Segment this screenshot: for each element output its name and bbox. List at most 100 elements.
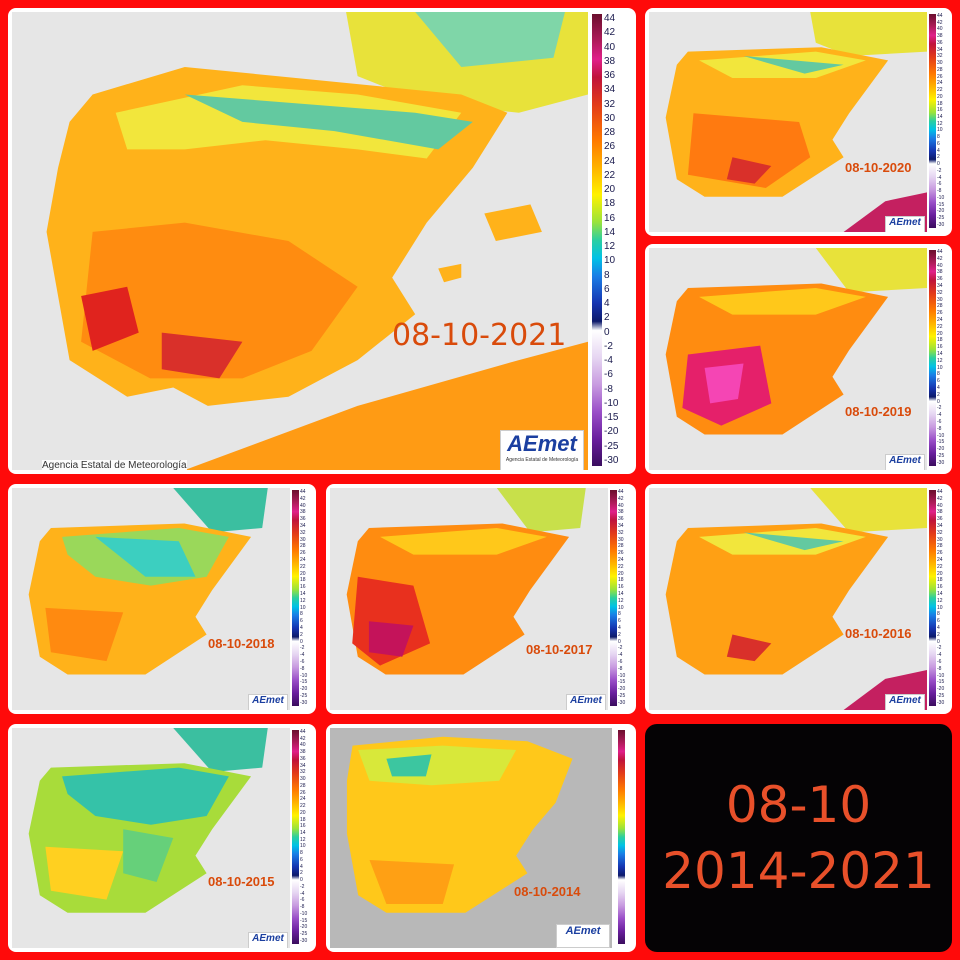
color-scale-bar [292, 730, 299, 944]
scale-label: 42 [937, 19, 943, 26]
scale-label: -30 [604, 454, 619, 466]
scale-label: 6 [604, 283, 610, 295]
scale-label: 2 [937, 391, 940, 398]
scale-label: 36 [300, 516, 306, 523]
aemet-logo: AEmet [885, 454, 925, 470]
scale-label: -6 [618, 658, 623, 665]
scale-label: 24 [618, 556, 624, 563]
temperature-scale: 44 42 40 38 36 34 32 30 28 26 24 22 20 18 16 14 12 10 8 6 4 2… [929, 250, 951, 466]
scale-label: 16 [937, 107, 943, 114]
scale-label: 44 [604, 13, 616, 24]
scale-label: -25 [937, 452, 945, 459]
temperature-map: 08-10-2020 AEmet [649, 12, 927, 232]
scale-label: 14 [937, 590, 943, 597]
scale-label: 40 [604, 41, 616, 53]
scale-label: 38 [300, 749, 306, 756]
scale-label: 28 [937, 543, 943, 550]
temperature-scale: 44 42 40 38 36 34 32 30 28 26 24 22 20 18 16 14 12 10 8 6 4 2… [292, 490, 314, 706]
scale-label: 30 [618, 536, 624, 543]
scale-label: 20 [618, 570, 624, 577]
scale-label: 8 [300, 850, 303, 857]
scale-label: 6 [300, 856, 303, 863]
scale-label: 8 [937, 134, 940, 141]
scale-label: 14 [937, 114, 943, 121]
scale-label: 0 [937, 161, 940, 168]
scale-label: -8 [300, 665, 305, 672]
scale-label: 32 [618, 529, 624, 536]
scale-label: 22 [937, 563, 943, 570]
scale-label: 14 [618, 590, 624, 597]
scale-label: -30 [300, 937, 308, 944]
scale-label: 28 [618, 543, 624, 550]
scale-label: 12 [937, 597, 943, 604]
scale-label: 18 [937, 337, 943, 344]
scale-label: 20 [300, 809, 306, 816]
scale-label: -10 [300, 910, 308, 917]
scale-label: 44 [300, 729, 306, 735]
scale-label: 12 [937, 120, 943, 127]
scale-label: 0 [937, 398, 940, 405]
scale-label: 12 [300, 597, 306, 604]
scale-label: -2 [604, 340, 613, 352]
scale-label: 38 [937, 269, 943, 276]
scale-label: 8 [604, 269, 610, 281]
scale-label: 30 [937, 60, 943, 67]
scale-label: 12 [300, 836, 306, 843]
aemet-logo: AEmet Agencia Estatal de Meteorología [500, 430, 584, 470]
scale-label: 10 [937, 127, 943, 134]
scale-label: 26 [618, 550, 624, 557]
iberia-map-graphic [28, 728, 268, 913]
scale-label: 34 [300, 522, 306, 529]
scale-label: 12 [604, 241, 616, 252]
scale-label: 0 [937, 638, 940, 645]
scale-label: 32 [937, 529, 943, 536]
scale-label: 24 [937, 80, 943, 87]
scale-label: 16 [618, 584, 624, 591]
scale-label: -25 [618, 692, 626, 699]
scale-label: 10 [604, 255, 616, 267]
scale-label: -2 [937, 405, 942, 412]
scale-labels: 44 42 40 38 36 34 32 30 28 26 24 22 20 18 16 14 12 10 8 6 4 2… [300, 730, 307, 944]
color-scale-bar [929, 250, 936, 466]
map-panel-2016: 08-10-2016 AEmet 44 42 40 38 36 34 32 30 28 26 24 2… [645, 484, 952, 714]
summary-panel: 08-10 2014-2021 [645, 724, 952, 952]
scale-label: 4 [937, 624, 940, 631]
map-panel-2017: 08-10-2017 AEmet 44 42 40 38 36 34 32 30 28 26 24 2… [326, 484, 636, 714]
scale-label: 44 [937, 249, 943, 255]
scale-label: 2 [604, 312, 610, 324]
scale-label: 8 [937, 371, 940, 378]
scale-label: 6 [618, 618, 621, 625]
scale-label: 24 [300, 556, 306, 563]
scale-label: 18 [604, 198, 616, 210]
scale-label: 8 [618, 611, 621, 618]
aemet-logo: AEmet [248, 694, 288, 710]
iberia-map-graphic [665, 12, 927, 232]
scale-label: 38 [618, 509, 624, 516]
scale-label: 24 [937, 556, 943, 563]
color-scale-bar [929, 14, 936, 228]
scale-label: 18 [937, 100, 943, 107]
scale-labels: 44 42 40 38 36 34 32 30 28 26 24 22 20 18 16 14 12 10 8 6 4 2… [604, 14, 618, 466]
scale-label: 40 [937, 502, 943, 509]
scale-label: -25 [937, 215, 945, 222]
scale-label: -20 [937, 686, 945, 693]
scale-label: -25 [300, 931, 308, 938]
scale-label: 34 [937, 282, 943, 289]
scale-label: 34 [937, 46, 943, 53]
scale-label: -4 [618, 652, 623, 659]
scale-label: -4 [300, 652, 305, 659]
temperature-scale [618, 730, 632, 944]
scale-label: 10 [618, 604, 624, 611]
scale-label: -6 [937, 658, 942, 665]
scale-label: 2 [300, 870, 303, 877]
scale-label: 20 [937, 93, 943, 100]
scale-label: 44 [937, 489, 943, 495]
scale-label: 20 [604, 184, 616, 195]
scale-label: -2 [300, 883, 305, 890]
iberia-map-graphic [46, 12, 588, 470]
scale-label: -2 [618, 645, 623, 652]
scale-label: 30 [604, 112, 616, 124]
temperature-scale: 44 42 40 38 36 34 32 30 28 26 24 22 20 18 16 14 12 10 8 6 4 2… [610, 490, 632, 706]
scale-label: 38 [300, 509, 306, 516]
scale-label: 6 [937, 378, 940, 385]
